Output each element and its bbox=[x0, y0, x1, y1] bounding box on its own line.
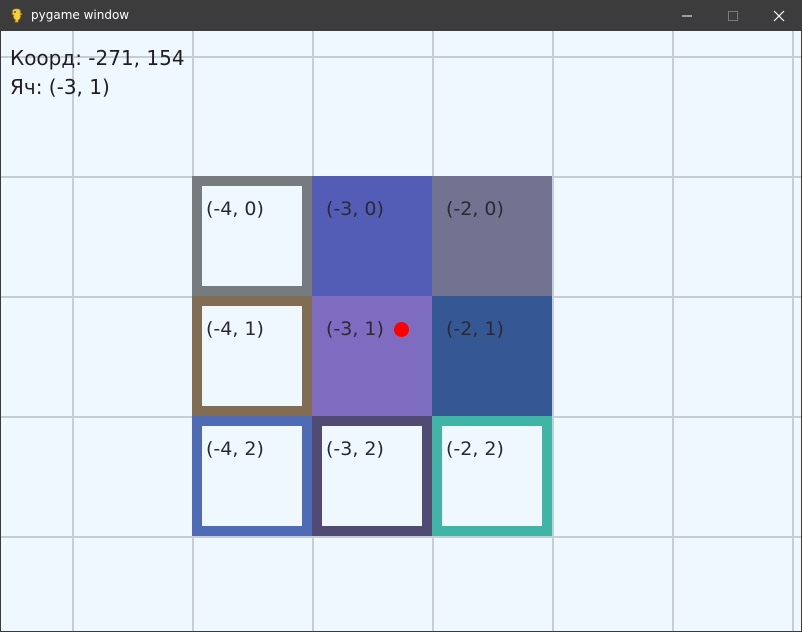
close-button[interactable] bbox=[756, 0, 802, 31]
grid-line-vertical bbox=[72, 31, 74, 631]
coords-readout: Коорд: -271, 154 bbox=[10, 46, 185, 70]
grid-cell[interactable]: (-3, 2) bbox=[312, 416, 432, 536]
grid-cell[interactable]: (-4, 0) bbox=[192, 176, 312, 296]
minimize-button[interactable] bbox=[664, 0, 710, 31]
pygame-snake-icon bbox=[11, 8, 23, 23]
cursor-dot bbox=[394, 322, 409, 337]
game-canvas[interactable]: (-4, 0) (-3, 0) (-2, 0) (-4, 1) (-3, 1) (-2, … bbox=[1, 31, 801, 631]
close-icon bbox=[773, 10, 785, 22]
grid-line-vertical bbox=[552, 31, 554, 631]
grid-cell[interactable]: (-3, 1) bbox=[312, 296, 432, 416]
cell-label: (-2, 2) bbox=[446, 438, 504, 460]
grid-cell[interactable]: (-2, 1) bbox=[432, 296, 552, 416]
cell-label: (-4, 0) bbox=[206, 198, 264, 220]
maximize-button[interactable] bbox=[710, 0, 756, 31]
grid-cell[interactable]: (-2, 2) bbox=[432, 416, 552, 536]
grid-line-vertical bbox=[672, 31, 674, 631]
minimize-icon bbox=[682, 15, 692, 17]
grid-cell[interactable]: (-4, 1) bbox=[192, 296, 312, 416]
window-title: pygame window bbox=[31, 8, 130, 22]
cell-label: (-4, 2) bbox=[206, 438, 264, 460]
hud: Коорд: -271, 154 Яч: (-3, 1) bbox=[10, 44, 185, 102]
title-bar[interactable]: pygame window bbox=[0, 0, 802, 31]
cell-label: (-4, 1) bbox=[206, 318, 264, 340]
cell-label: (-3, 2) bbox=[326, 438, 384, 460]
cell-label: (-3, 1) bbox=[326, 318, 384, 340]
cell-label: (-2, 0) bbox=[446, 198, 504, 220]
grid-line-horizontal bbox=[1, 56, 801, 58]
cell-label: (-3, 0) bbox=[326, 198, 384, 220]
maximize-icon bbox=[728, 11, 738, 21]
grid-line-horizontal bbox=[1, 536, 801, 538]
cell-label: (-2, 1) bbox=[446, 318, 504, 340]
grid-cell[interactable]: (-3, 0) bbox=[312, 176, 432, 296]
grid-cell[interactable]: (-4, 2) bbox=[192, 416, 312, 536]
grid-line-vertical bbox=[792, 31, 794, 631]
cell-readout: Яч: (-3, 1) bbox=[10, 75, 110, 99]
grid-cell[interactable]: (-2, 0) bbox=[432, 176, 552, 296]
